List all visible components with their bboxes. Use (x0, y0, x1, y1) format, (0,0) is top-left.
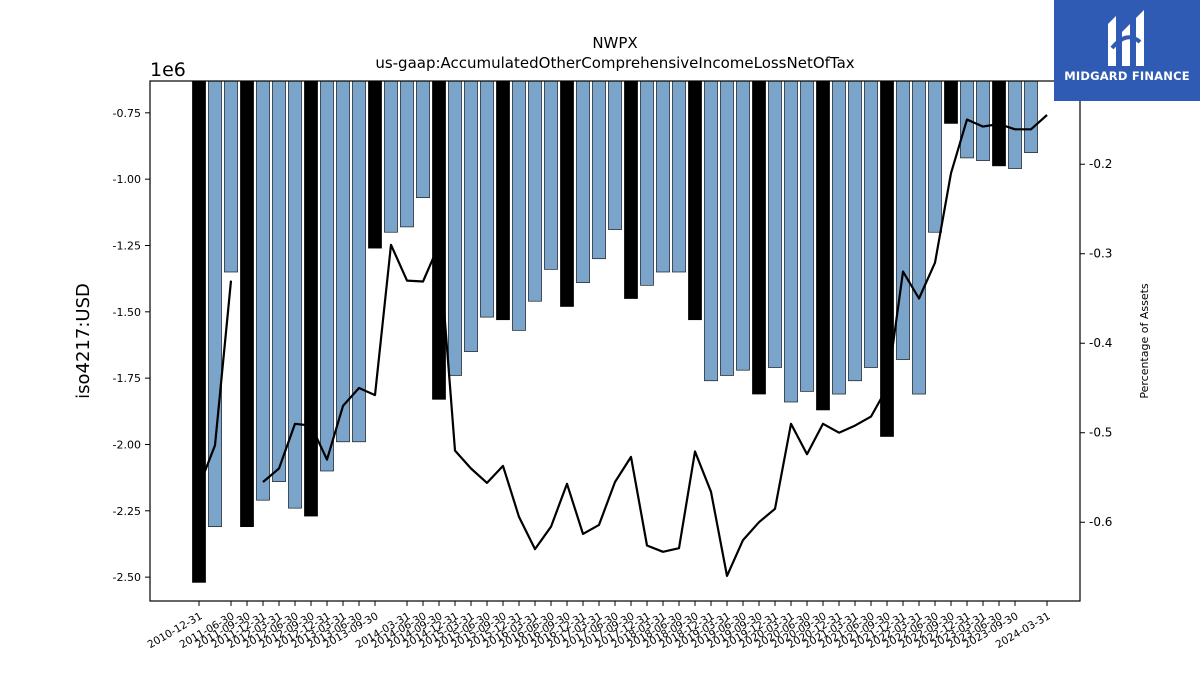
bar (1008, 80, 1022, 169)
bar (848, 80, 862, 382)
bar (384, 80, 398, 233)
bar (336, 80, 350, 443)
bar (928, 80, 942, 233)
bar (1024, 80, 1038, 153)
logo-banner: MIDGARD FINANCE (1054, 0, 1200, 101)
bar-series (192, 80, 1038, 583)
y2-tick-label: -0.2 (1089, 157, 1112, 171)
bar (640, 80, 654, 286)
x-axis-ticks: 2010-12-312011-06-302011-09-302011-12-31… (146, 601, 1053, 651)
bar (832, 80, 846, 395)
bar (864, 80, 878, 368)
bar (480, 80, 494, 318)
bar (464, 80, 478, 352)
bar (720, 80, 734, 376)
percentage-line (262, 114, 1048, 578)
bar (288, 80, 302, 509)
bar (192, 80, 206, 583)
y2-tick-label: -0.6 (1089, 515, 1112, 529)
y-tick-label: -2.50 (113, 571, 141, 584)
bar (240, 80, 254, 528)
bar (784, 80, 798, 403)
bar (800, 80, 814, 392)
y2-tick-label: -0.3 (1089, 247, 1112, 261)
bar (608, 80, 622, 230)
bar (976, 80, 990, 161)
bar (912, 80, 926, 395)
bar (672, 80, 686, 273)
bar (944, 80, 958, 124)
y2-tick-label: -0.5 (1089, 426, 1112, 440)
y-tick-label: -0.75 (113, 107, 141, 120)
bar (224, 80, 238, 273)
y-axis-label: iso4217:USD (73, 283, 94, 399)
chart-title: NWPX (592, 34, 637, 52)
bar (256, 80, 270, 501)
y-offset-label: 1e6 (150, 59, 186, 81)
bar (304, 80, 318, 517)
y-axis-ticks: -0.75 -1.00 -1.25 -1.50 -1.75 -2.00 -2.25 -2.50 (113, 107, 150, 584)
bar (432, 80, 446, 400)
bar (704, 80, 718, 382)
bar (688, 80, 702, 321)
bar (736, 80, 750, 371)
bar (496, 80, 510, 321)
y-tick-label: -1.75 (113, 372, 141, 385)
bar (560, 80, 574, 307)
bar (368, 80, 382, 249)
y2-axis-ticks: -0.2 -0.3 -0.4 -0.5 -0.6 (1080, 157, 1112, 529)
y-tick-label: -2.00 (113, 438, 141, 451)
line-series (197, 114, 1048, 578)
bar (544, 80, 558, 270)
midgard-logo-icon (1108, 10, 1144, 66)
bar (656, 80, 670, 273)
bar (416, 80, 430, 199)
y-tick-label: -1.00 (113, 173, 141, 186)
logo-text: MIDGARD FINANCE (1064, 69, 1190, 83)
bar (816, 80, 830, 411)
bar (528, 80, 542, 302)
bar (752, 80, 766, 395)
percentage-line (197, 280, 233, 487)
bar (448, 80, 462, 376)
bar (624, 80, 638, 299)
bar (512, 80, 526, 331)
bar (320, 80, 334, 472)
bar (576, 80, 590, 283)
y-tick-label: -1.50 (113, 306, 141, 319)
y-tick-label: -1.25 (113, 239, 141, 252)
bar (592, 80, 606, 260)
chart-subtitle: us-gaap:AccumulatedOtherComprehensiveInc… (375, 54, 854, 72)
bar (400, 80, 414, 228)
y2-axis-label: Percentage of Assets (1138, 283, 1151, 399)
bar (272, 80, 286, 482)
bar (768, 80, 782, 368)
bar (896, 80, 910, 360)
y-tick-label: -2.25 (113, 505, 141, 518)
y2-tick-label: -0.4 (1089, 336, 1112, 350)
